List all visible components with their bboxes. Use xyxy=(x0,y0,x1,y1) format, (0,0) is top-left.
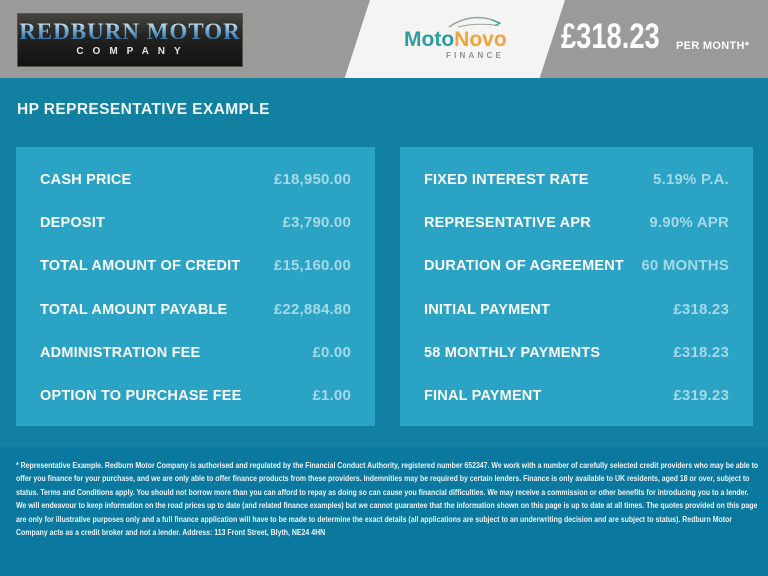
row-value: £3,790.00 xyxy=(282,214,351,232)
row-value: £22,884.80 xyxy=(273,300,351,318)
finance-panel-left: CASH PRICE £18,950.00 DEPOSIT £3,790.00 … xyxy=(16,147,375,426)
row-value: £319.23 xyxy=(673,386,729,404)
row-label: TOTAL AMOUNT OF CREDIT xyxy=(40,258,241,275)
row-label: INITIAL PAYMENT xyxy=(424,301,550,318)
row-value: 9.90% APR xyxy=(649,214,729,232)
row-value: 5.19% P.A. xyxy=(653,171,729,188)
row-label: DEPOSIT xyxy=(40,215,106,232)
dealer-logo: REDBURN MOTOR COMPANY xyxy=(17,13,243,67)
monthly-price-suffix: PER MONTH* xyxy=(676,40,750,52)
table-row: REPRESENTATIVE APR 9.90% APR xyxy=(424,214,729,231)
motonovo-finance-tagline: FINANCE xyxy=(446,51,504,60)
footer-band: * Representative Example. Redburn Motor … xyxy=(0,447,768,576)
row-value: £0.00 xyxy=(312,343,351,361)
motonovo-finance-logo: MotoNovo FINANCE xyxy=(404,15,507,60)
row-value: £318.23 xyxy=(673,300,729,318)
table-row: ADMINISTRATION FEE £0.00 xyxy=(40,344,351,361)
row-value: £18,950.00 xyxy=(273,171,351,188)
motonovo-wordmark: MotoNovo xyxy=(404,28,507,51)
table-row: DEPOSIT £3,790.00 xyxy=(40,214,351,231)
motonovo-word-novo: Novo xyxy=(454,28,507,51)
table-row: INITIAL PAYMENT £318.23 xyxy=(424,301,729,318)
row-label: FIXED INTEREST RATE xyxy=(424,172,589,188)
motonovo-car-icon xyxy=(446,15,504,29)
row-value: £318.23 xyxy=(673,343,729,361)
row-value: £15,160.00 xyxy=(273,257,351,275)
dealer-logo-subtitle: COMPANY xyxy=(76,46,190,57)
page-title: HP REPRESENTATIVE EXAMPLE xyxy=(17,101,270,118)
table-row: FINAL PAYMENT £319.23 xyxy=(424,387,729,404)
table-row: TOTAL AMOUNT PAYABLE £22,884.80 xyxy=(40,301,351,318)
finance-example-panels: CASH PRICE £18,950.00 DEPOSIT £3,790.00 … xyxy=(16,147,753,426)
table-row: TOTAL AMOUNT OF CREDIT £15,160.00 xyxy=(40,257,351,274)
row-label: ADMINISTRATION FEE xyxy=(40,344,201,361)
row-label: FINAL PAYMENT xyxy=(424,387,542,404)
row-label: OPTION TO PURCHASE FEE xyxy=(40,387,242,404)
finance-panel-right: FIXED INTEREST RATE 5.19% P.A. REPRESENT… xyxy=(400,147,753,426)
table-row: CASH PRICE £18,950.00 xyxy=(40,171,351,188)
row-label: 58 MONTHLY PAYMENTS xyxy=(424,344,601,361)
table-row: DURATION OF AGREEMENT 60 MONTHS xyxy=(424,257,729,274)
row-value: £1.00 xyxy=(312,386,351,404)
table-row: OPTION TO PURCHASE FEE £1.00 xyxy=(40,387,351,404)
header-band: REDBURN MOTOR COMPANY MotoNovo FINANCE £… xyxy=(0,0,768,78)
dealer-logo-name: REDBURN MOTOR xyxy=(19,19,241,44)
table-row: FIXED INTEREST RATE 5.19% P.A. xyxy=(424,171,729,188)
row-label: REPRESENTATIVE APR xyxy=(424,215,591,232)
row-label: TOTAL AMOUNT PAYABLE xyxy=(40,301,228,318)
row-label: CASH PRICE xyxy=(40,172,132,188)
disclaimer-text: * Representative Example. Redburn Motor … xyxy=(16,460,759,538)
table-row: 58 MONTHLY PAYMENTS £318.23 xyxy=(424,344,729,361)
motonovo-word-moto: Moto xyxy=(404,28,455,51)
row-label: DURATION OF AGREEMENT xyxy=(424,258,624,275)
monthly-price-amount: £318.23 xyxy=(561,17,660,56)
row-value: 60 MONTHS xyxy=(641,257,729,275)
